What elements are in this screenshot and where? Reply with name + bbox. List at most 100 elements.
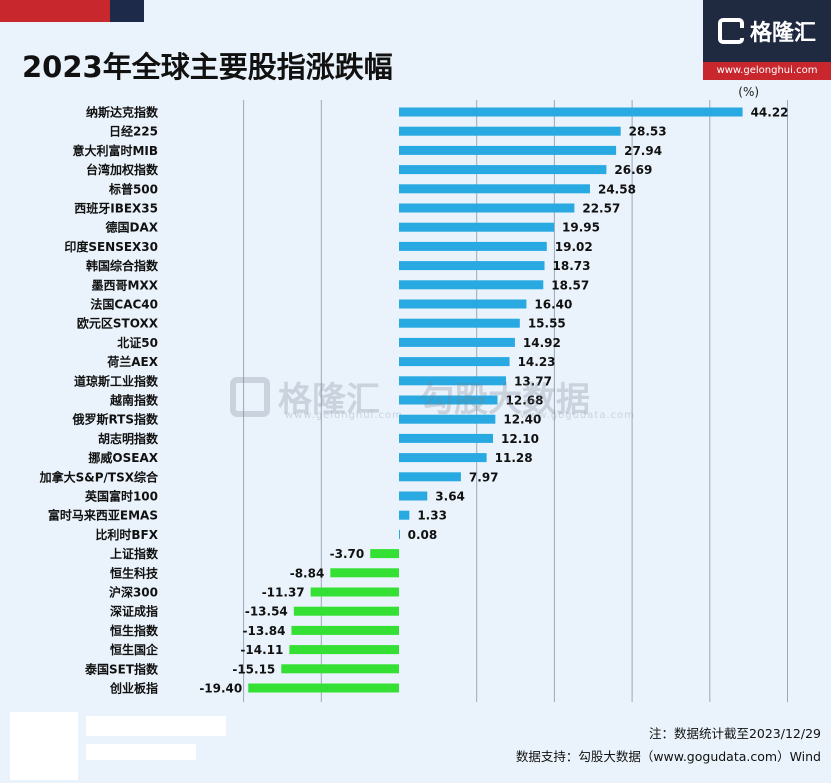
bar xyxy=(399,376,506,386)
bar xyxy=(399,299,527,309)
value-label: 24.58 xyxy=(598,182,636,196)
value-label: 28.53 xyxy=(629,125,667,139)
category-label: 加拿大S&P/TSX综合 xyxy=(39,469,159,484)
category-label: 北证50 xyxy=(117,335,158,350)
bar xyxy=(399,203,575,213)
category-label: 韩国综合指数 xyxy=(86,258,159,273)
category-label: 恒生国企 xyxy=(110,642,159,657)
bar xyxy=(310,587,399,597)
value-label: 3.64 xyxy=(435,490,465,504)
unit-label: (%) xyxy=(738,85,759,99)
value-label: 18.57 xyxy=(551,278,589,292)
footer-note: 注：数据统计截至2023/12/29 xyxy=(648,726,821,741)
bar xyxy=(399,318,520,328)
brand-logo: 格隆汇 www.gelonghui.com xyxy=(703,0,831,80)
bar xyxy=(399,453,487,463)
value-label: -13.54 xyxy=(245,605,288,619)
bar xyxy=(399,510,410,520)
category-label: 标普500 xyxy=(108,181,158,196)
top-accent-navy xyxy=(110,0,144,22)
category-label: 恒生指数 xyxy=(110,623,159,638)
value-label: 44.22 xyxy=(751,106,789,120)
value-label: 12.10 xyxy=(501,432,539,446)
logo-url: www.gelonghui.com xyxy=(703,62,831,80)
category-label: 英国富时100 xyxy=(85,489,158,504)
bar xyxy=(399,241,547,251)
bar xyxy=(399,529,400,539)
bar xyxy=(293,606,399,616)
bar xyxy=(399,126,621,136)
bar xyxy=(289,645,399,655)
bar xyxy=(399,261,545,271)
value-label: 12.40 xyxy=(503,413,541,427)
category-label: 荷兰AEX xyxy=(106,354,158,369)
bar xyxy=(399,395,498,405)
value-label: -15.15 xyxy=(232,662,275,676)
bar xyxy=(330,568,399,578)
category-label: 俄罗斯RTS指数 xyxy=(71,412,159,427)
category-label: 台湾加权指数 xyxy=(86,162,159,177)
value-label: -14.11 xyxy=(240,643,283,657)
category-label: 创业板指 xyxy=(109,681,158,696)
redacted-name xyxy=(86,716,226,736)
value-label: 7.97 xyxy=(469,470,499,484)
category-label: 纳斯达克指数 xyxy=(86,105,159,120)
logo-g-icon xyxy=(717,18,744,44)
category-label: 日经225 xyxy=(109,124,158,139)
category-label: 挪威OSEAX xyxy=(88,450,158,465)
bar xyxy=(399,165,607,175)
category-label: 德国DAX xyxy=(105,220,158,235)
value-label: 16.40 xyxy=(534,298,572,312)
value-label: 13.77 xyxy=(514,374,552,388)
value-label: 27.94 xyxy=(624,144,662,158)
chart-title: 2023年全球主要股指涨跌幅 xyxy=(22,50,393,84)
category-label: 西班牙IBEX35 xyxy=(74,201,158,216)
bar xyxy=(399,184,590,194)
category-label: 意大利富时MIB xyxy=(72,143,158,158)
value-label: -13.84 xyxy=(243,624,286,638)
value-label: 19.02 xyxy=(555,240,593,254)
category-label: 欧元区STOXX xyxy=(77,316,159,331)
bar xyxy=(399,414,496,424)
category-label: 胡志明指数 xyxy=(98,431,159,446)
bar xyxy=(399,472,461,482)
value-label: -11.37 xyxy=(262,586,305,600)
bar xyxy=(399,107,743,117)
category-label: 道琼斯工业指数 xyxy=(74,373,159,388)
category-label: 泰国SET指数 xyxy=(84,661,159,676)
bar xyxy=(370,549,399,559)
bar xyxy=(399,222,555,232)
bar xyxy=(399,491,428,501)
value-label: 19.95 xyxy=(562,221,600,235)
value-label: 1.33 xyxy=(417,509,447,523)
category-label: 比利时BFX xyxy=(95,527,158,542)
value-label: 15.55 xyxy=(528,317,566,331)
value-label: 14.92 xyxy=(523,336,561,350)
category-label: 印度SENSEX30 xyxy=(64,239,158,254)
bar xyxy=(399,280,544,290)
bar xyxy=(248,683,399,693)
bar xyxy=(399,357,510,367)
value-label: 14.23 xyxy=(518,355,556,369)
value-label: 26.69 xyxy=(614,163,652,177)
top-accent-red xyxy=(0,0,110,22)
value-label: 22.57 xyxy=(582,202,620,216)
value-label: 18.73 xyxy=(553,259,591,273)
value-label: 12.68 xyxy=(506,394,544,408)
bar xyxy=(399,433,494,443)
bar xyxy=(399,145,617,155)
footer-source: 数据支持：勾股大数据（www.gogudata.com）Wind xyxy=(515,749,821,764)
category-label: 恒生科技 xyxy=(110,565,159,580)
bar xyxy=(281,664,399,674)
category-label: 法国CAC40 xyxy=(90,297,158,312)
category-label: 沪深300 xyxy=(109,585,158,600)
category-label: 上证指数 xyxy=(110,546,159,561)
value-label: 0.08 xyxy=(408,528,438,542)
value-label: -3.70 xyxy=(330,547,365,561)
category-label: 富时马来西亚EMAS xyxy=(48,508,158,523)
value-label: -19.40 xyxy=(199,682,242,696)
value-label: 11.28 xyxy=(495,451,533,465)
bar xyxy=(291,625,399,635)
category-label: 墨西哥MXX xyxy=(92,278,159,292)
